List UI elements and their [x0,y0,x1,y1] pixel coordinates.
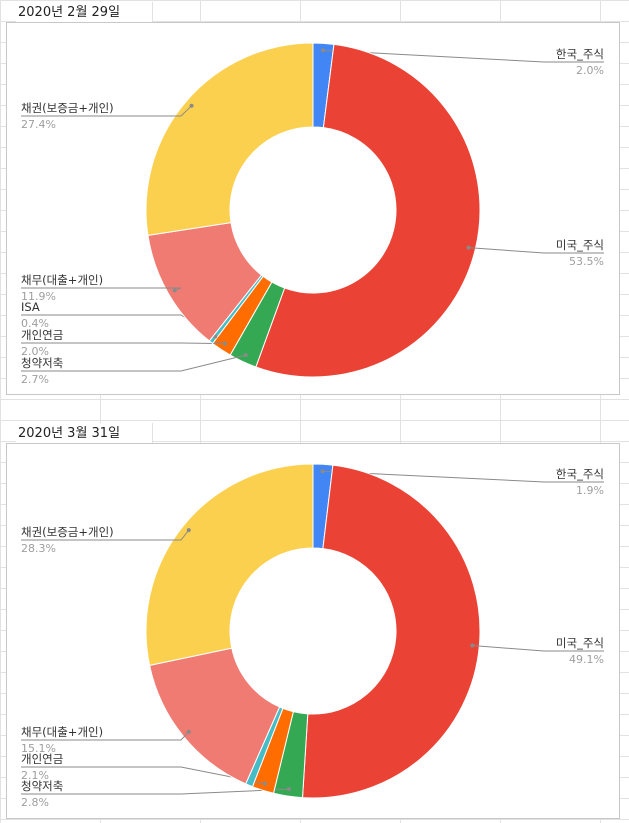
slice-percent: 2.7% [21,373,49,386]
chart-1-container[interactable]: 한국_주식 2.0% 미국_주식 53.5% 청약저축 2.7% 개인연금 2.0% ISA 0.… [6,22,620,395]
chart-1-donut: 한국_주식 2.0% 미국_주식 53.5% 청약저축 2.7% 개인연금 2.0% ISA 0.… [21,42,604,386]
donut-slice-채권-보증금-개인-[interactable] [145,42,314,236]
leader-dot [213,334,218,339]
slice-label: 청약저축 [21,356,63,370]
slice-percent: 11.9% [21,290,56,303]
leader-line [21,788,289,795]
slice-label: 한국_주식 [556,467,604,481]
leader-line [468,247,604,254]
donut-slice-미국-주식[interactable] [255,43,481,378]
chart-1-date-label: 2020년 2월 29일 [16,2,153,24]
slice-label: ISA [21,300,40,314]
leader-dot [321,48,326,53]
slice-percent: 49.1% [569,653,604,666]
leader-dot [320,469,325,474]
leader-line [322,470,604,483]
slice-label: 미국_주식 [556,238,604,252]
slice-label: 개인연금 [21,328,63,342]
leader-line [21,105,192,117]
slice-label: 개인연금 [21,752,63,766]
leader-line [21,731,190,741]
slice-label: 청약저축 [21,779,63,793]
slice-label: 채권(보증금+개인) [21,101,114,115]
leader-dot [186,528,191,533]
leader-dot [286,787,291,792]
leader-dot [189,103,194,108]
leader-line [472,645,604,652]
leader-dot [470,643,475,648]
slice-percent: 2.0% [21,345,49,358]
slice-percent: 0.4% [21,317,49,330]
leader-dot [223,341,228,346]
slice-percent: 2.1% [21,769,49,782]
slice-percent: 2.8% [21,796,49,809]
slice-percent: 28.3% [21,542,56,555]
donut-slice-채권-보증금-개인-[interactable] [145,463,314,666]
leader-line [21,529,190,541]
leader-line [21,354,246,372]
slice-label: 미국_주식 [556,636,604,650]
slice-label: 한국_주식 [556,47,604,61]
slice-percent: 15.1% [21,742,56,755]
leader-line [21,342,226,345]
slice-percent: 1.9% [576,484,604,497]
slice-label: 채권(보증금+개인) [21,525,114,539]
chart-2-date-label: 2020년 3월 31일 [16,423,153,445]
slice-percent: 53.5% [569,255,604,268]
leader-dot [172,288,177,293]
slice-label: 채무(대출+개인) [21,273,103,287]
leader-dot [243,353,248,358]
chart-2-container[interactable]: 한국_주식 1.9% 미국_주식 49.1% 청약저축 2.8% 개인연금 2.1% 채무(대출… [6,443,620,819]
slice-label: 채무(대출+개인) [21,725,103,739]
leader-line [21,287,182,291]
slice-percent: 2.0% [576,64,604,77]
slice-percent: 27.4% [21,118,56,131]
donut-slice-미국-주식[interactable] [301,464,481,799]
chart-2-donut: 한국_주식 1.9% 미국_주식 49.1% 청약저축 2.8% 개인연금 2.1% 채무(대출… [21,463,604,809]
leader-dot [466,245,471,250]
leader-dot [262,781,267,786]
leader-line [323,49,604,63]
leader-dot [186,729,191,734]
